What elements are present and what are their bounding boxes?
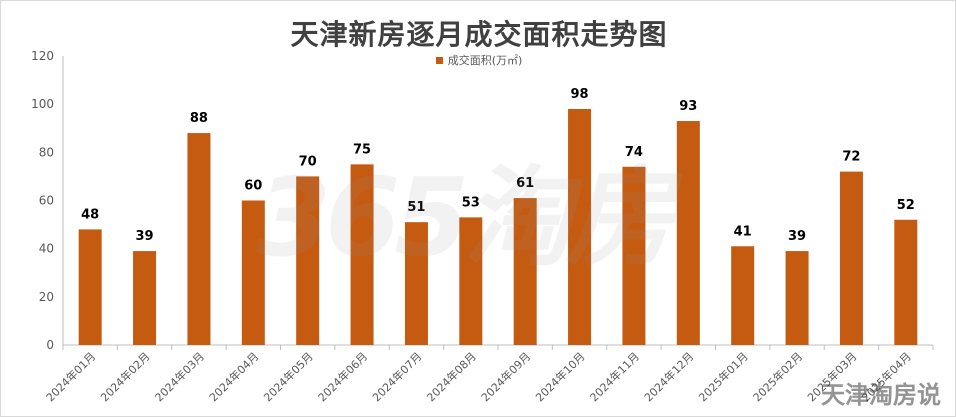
legend-swatch: [435, 56, 443, 64]
y-tick-label: 40: [39, 242, 54, 256]
bar: [839, 171, 863, 345]
data-label: 74: [625, 145, 643, 160]
bar: [676, 121, 700, 346]
bar: [133, 251, 157, 345]
bar: [187, 133, 211, 345]
category-label: 2024年07月: [369, 349, 424, 404]
y-tick-label: 120: [31, 49, 54, 63]
data-label: 53: [462, 195, 480, 210]
bar: [731, 246, 755, 345]
bar: [459, 217, 483, 345]
chart-title: 天津新房逐月成交面积走势图: [290, 18, 668, 51]
category-label: 2024年02月: [98, 349, 153, 404]
data-label: 72: [842, 150, 860, 165]
category-label: 2025年04月: [859, 349, 914, 404]
category-label: 2024年03月: [152, 349, 207, 404]
data-label: 61: [516, 176, 534, 191]
category-label: 2024年12月: [641, 349, 696, 404]
legend: 成交面积(万㎡): [1, 52, 956, 68]
y-tick-label: 20: [39, 290, 54, 304]
y-tick-label: 0: [46, 338, 54, 352]
legend-label: 成交面积(万㎡): [447, 54, 523, 67]
category-label: 2024年04月: [206, 349, 261, 404]
bar: [296, 176, 320, 345]
category-label: 2024年01月: [43, 349, 98, 404]
category-label: 2024年11月: [587, 349, 642, 404]
category-label: 2024年10月: [533, 349, 588, 404]
bar: [350, 164, 374, 345]
bar: [622, 166, 646, 345]
bar: [568, 108, 592, 345]
bar: [785, 251, 809, 345]
bar: [78, 229, 102, 345]
category-label: 2024年05月: [261, 349, 316, 404]
y-tick-label: 100: [31, 97, 54, 111]
category-label: 2025年03月: [804, 349, 859, 404]
data-label: 88: [190, 111, 208, 126]
y-tick-label: 80: [39, 145, 54, 159]
bar: [513, 198, 537, 345]
y-tick-label: 60: [39, 194, 54, 208]
category-label: 2024年06月: [315, 349, 370, 404]
data-label: 39: [788, 229, 806, 244]
data-label: 60: [244, 179, 262, 194]
data-label: 93: [679, 99, 697, 114]
bar: [894, 219, 918, 345]
data-label: 51: [407, 200, 425, 215]
bar: [241, 200, 265, 345]
data-label: 52: [897, 198, 915, 213]
category-label: 2025年02月: [750, 349, 805, 404]
data-label: 75: [353, 142, 371, 157]
category-label: 2024年09月: [478, 349, 533, 404]
data-label: 39: [136, 229, 154, 244]
data-label: 48: [81, 207, 99, 222]
category-label: 2024年08月: [424, 349, 479, 404]
data-label: 70: [299, 154, 317, 169]
category-label: 2025年01月: [696, 349, 751, 404]
bar: [404, 222, 428, 345]
data-label: 41: [734, 224, 752, 239]
data-label: 98: [571, 87, 589, 102]
